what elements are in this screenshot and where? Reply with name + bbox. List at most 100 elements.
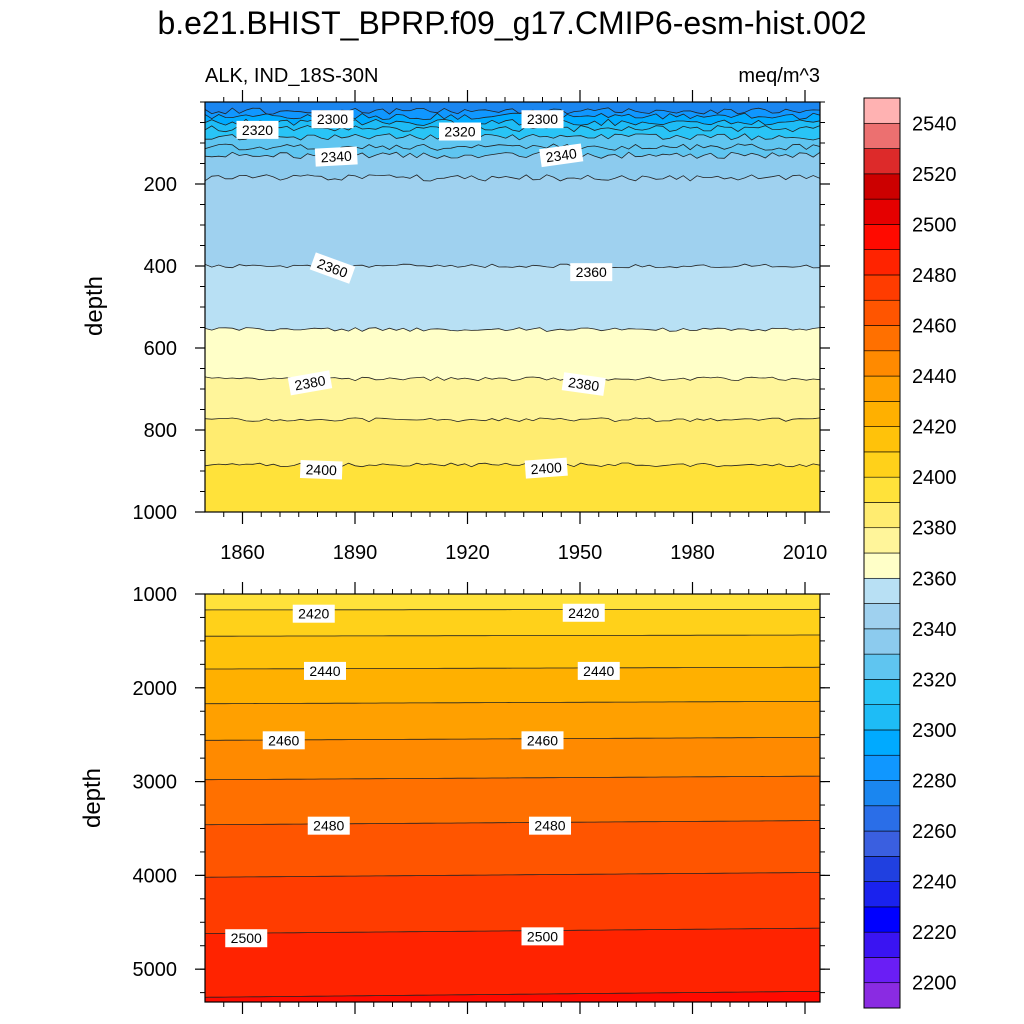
- lower-band-2500: [205, 991, 820, 1002]
- colorbar-label: 2260: [912, 821, 957, 843]
- colorbar-swatch-2550: [863, 97, 901, 124]
- lower-contour-2480: [205, 872, 820, 878]
- contour-label-text: 2300: [317, 111, 348, 127]
- contour-label-box: [311, 110, 354, 129]
- contour-label-box: [577, 661, 620, 680]
- upper-contour-2325: [205, 133, 820, 141]
- colorbar-swatch-2230: [863, 906, 901, 933]
- contour-label-box: [439, 122, 481, 141]
- colorbar-label: 2240: [912, 872, 957, 894]
- contour-label: 2420: [562, 603, 605, 622]
- colorbar-label: 2220: [912, 922, 957, 944]
- colorbar-swatch-2500: [863, 224, 901, 250]
- colorbar-swatch-2330: [863, 653, 901, 680]
- upper-contour-2310: [205, 118, 820, 127]
- contour-label: 2480: [529, 816, 571, 835]
- colorbar-label: 2300: [912, 720, 957, 742]
- contour-label: 2360: [570, 263, 613, 282]
- lower-band-2490: [205, 928, 820, 1002]
- lower-contour-2440: [205, 700, 820, 705]
- contour-label-box: [299, 460, 343, 480]
- colorbar-swatch-2410: [863, 451, 901, 478]
- lower-contour-2460: [205, 775, 820, 781]
- contour-label-box: [287, 370, 333, 396]
- y-tick-label: 4000: [133, 865, 178, 887]
- colorbar-label: 2380: [912, 518, 957, 540]
- contour-label-text: 2480: [313, 818, 344, 834]
- contour-label: 2440: [304, 661, 346, 680]
- colorbar-swatch-2280: [863, 780, 901, 807]
- colorbar-swatch-2260: [863, 830, 901, 857]
- colorbar-swatch-2370: [863, 552, 901, 579]
- contour-label-text: 2400: [305, 461, 337, 478]
- y-tick-label: 2000: [133, 678, 178, 700]
- contour-label-box: [524, 457, 568, 479]
- colorbar-swatch-2470: [863, 299, 901, 326]
- colorbar-swatch-2310: [863, 704, 901, 731]
- contour-label-text: 2480: [534, 818, 565, 834]
- lower-contour-2450: [205, 736, 820, 741]
- contour-label-text: 2500: [231, 930, 262, 946]
- colorbar-frame: [863, 97, 901, 1009]
- contour-label-text: 2460: [268, 732, 299, 748]
- upper-contour-2350: [205, 174, 820, 182]
- contour-label: 2320: [236, 120, 279, 139]
- colorbar-label: 2440: [912, 366, 957, 388]
- colorbar-swatch-2460: [863, 325, 901, 352]
- chart-title: b.e21.BHIST_BPRP.f09_g17.CMIP6-esm-hist.…: [157, 5, 866, 41]
- lower-y-axis-label: depth: [79, 768, 106, 828]
- colorbar-swatch-2420: [863, 426, 901, 453]
- upper-contour-2300: [205, 112, 820, 120]
- lower-panel: 2420 2420 2440 2440 2460 2460 2480 2480 2500 2500…: [133, 582, 830, 1014]
- lower-frame: [204, 593, 821, 1003]
- colorbar-swatch-2450: [863, 350, 901, 377]
- x-tick-label: 1860: [220, 542, 265, 564]
- contour-label: 2300: [521, 110, 564, 129]
- colorbar-label: 2320: [912, 669, 957, 691]
- colorbar-swatch-2300: [863, 729, 901, 756]
- colorbar-swatch-2270: [863, 805, 901, 832]
- left-subtitle: ALK, IND_18S-30N: [205, 65, 378, 87]
- lower-fill-layer: [205, 594, 820, 1002]
- contour-label-text: 2320: [444, 124, 475, 140]
- y-tick-label: 5000: [133, 959, 178, 981]
- y-tick-label: 600: [144, 338, 177, 360]
- contour-label: 2320: [439, 122, 481, 141]
- contour-label-box: [561, 372, 606, 396]
- contour-label-box: [307, 816, 350, 835]
- colorbar-swatch-2540: [863, 122, 901, 149]
- colorbar-swatch-2320: [863, 679, 901, 705]
- colorbar-label: 2400: [912, 467, 957, 489]
- contour-label-text: 2400: [530, 459, 562, 477]
- contour-label-text: 2300: [527, 111, 558, 127]
- contour-label-box: [521, 731, 564, 750]
- colorbar-label: 2200: [912, 973, 957, 995]
- lower-contour-2420: [205, 634, 820, 637]
- contour-label-text: 2440: [309, 663, 340, 679]
- x-tick-label: 1950: [558, 542, 603, 564]
- contour-label: 2460: [262, 731, 305, 750]
- upper-band-2400: [205, 463, 820, 512]
- y-tick-label: 200: [144, 174, 177, 196]
- upper-contour-2320: [205, 125, 820, 133]
- upper-fill-layer: [205, 102, 820, 512]
- colorbar-label: 2500: [912, 214, 957, 236]
- colorbar-label: 2420: [912, 417, 957, 439]
- contour-label: 2300: [311, 110, 354, 129]
- colorbar-swatch-2430: [863, 401, 901, 427]
- contour-label: 2420: [292, 604, 335, 623]
- y-tick-label: 1000: [133, 502, 178, 524]
- contour-label: 2500: [521, 927, 564, 946]
- colorbar-swatch-2200: [863, 982, 901, 1009]
- colorbar-swatch-2400: [863, 476, 901, 503]
- x-tick-label: 2010: [783, 542, 828, 564]
- contour-label: 2340: [539, 143, 584, 168]
- upper-contour-2390: [205, 417, 820, 423]
- contour-label: 2380: [287, 370, 333, 396]
- contour-label-text: 2500: [527, 928, 558, 944]
- colorbar-label: 2340: [912, 619, 957, 641]
- upper-contour-2340: [205, 151, 820, 159]
- contour-label: 2400: [524, 457, 568, 479]
- colorbar-swatch-2350: [863, 603, 901, 630]
